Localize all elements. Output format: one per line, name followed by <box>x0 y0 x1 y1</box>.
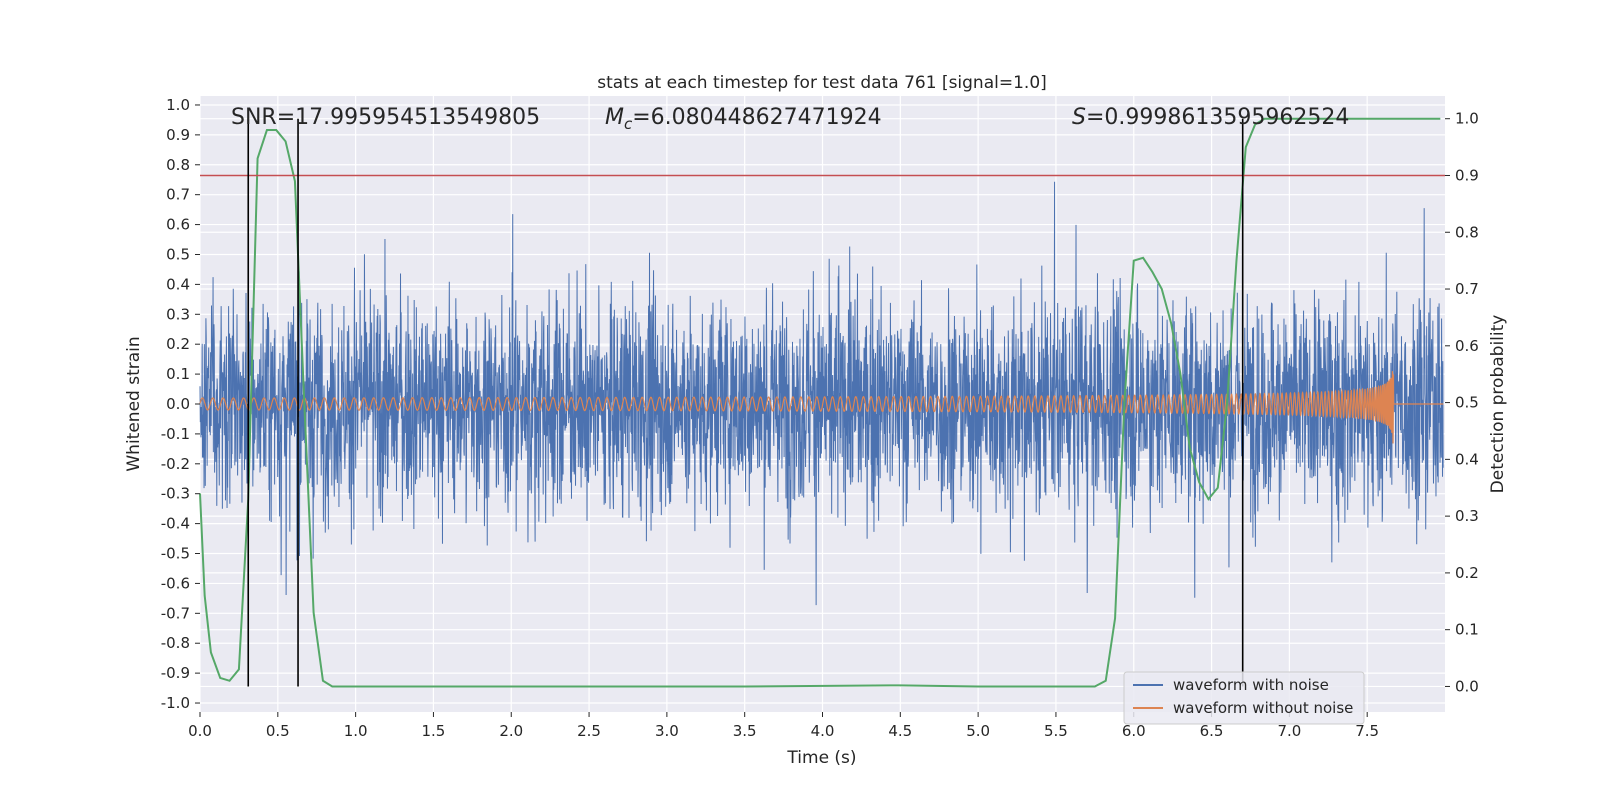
x-tick-label: 7.0 <box>1277 722 1301 740</box>
x-tick-label: 5.0 <box>966 722 990 740</box>
snr-annotation: SNR=17.995954513549805 <box>231 105 540 130</box>
y2-tick-label: 0.8 <box>1455 223 1479 241</box>
right-axis-ticks: 0.0 0.1 0.2 0.3 0.4 0.5 0.6 0.7 0.8 0.9 1.0 <box>1445 110 1479 695</box>
x-axis-label: Time (s) <box>786 748 856 768</box>
y2-tick-label: 0.5 <box>1455 394 1479 412</box>
y-tick-label: 0.2 <box>166 335 190 353</box>
y-tick-label: 0.4 <box>166 275 190 293</box>
y2-tick-label: 0.9 <box>1455 166 1479 184</box>
y2-tick-label: 0.2 <box>1455 564 1479 582</box>
probability-series <box>199 117 1441 688</box>
y2-tick-label: 0.1 <box>1455 621 1479 639</box>
y-axis-label: Whitened strain <box>124 336 144 471</box>
y-tick-label: -0.8 <box>161 634 190 652</box>
y-tick-label: -0.7 <box>161 604 190 622</box>
y-tick-label: 0.7 <box>166 186 190 204</box>
legend-label-noise: waveform with noise <box>1173 676 1329 694</box>
y-tick-label: 0.8 <box>166 156 190 174</box>
x-tick-label: 2.5 <box>577 722 601 740</box>
y-tick-label: 0.6 <box>166 216 190 234</box>
y-tick-label: -0.2 <box>161 455 190 473</box>
mc-symbol: M <box>605 105 624 130</box>
x-tick-label: 3.0 <box>655 722 679 740</box>
x-tick-label: 7.5 <box>1355 722 1379 740</box>
legend: waveform with noise waveform without noi… <box>1123 671 1365 725</box>
clean-waveform-line <box>199 371 1444 444</box>
x-axis-ticks: 0.0 0.5 1.0 1.5 2.0 2.5 3.0 3.5 4.0 4.5 5.0 5.5 6.0 6… <box>188 712 1379 740</box>
x-tick-label: 6.5 <box>1200 722 1224 740</box>
y-tick-label: 0.1 <box>166 365 190 383</box>
score-annotation: S=0.9998613595962524 <box>1072 105 1349 130</box>
x-tick-label: 1.5 <box>422 722 446 740</box>
x-tick-label: 0.5 <box>266 722 290 740</box>
chart-title: stats at each timestep for test data 761… <box>597 73 1047 93</box>
left-axis-ticks: -1.0 -0.9 -0.8 -0.7 -0.6 -0.5 -0.4 -0.3 -0.2 -0.1… <box>161 96 200 712</box>
s-symbol: S <box>1072 105 1086 130</box>
noise-waveform-line <box>199 181 1444 606</box>
s-value: =0.9998613595962524 <box>1086 105 1349 130</box>
y2-tick-label: 0.6 <box>1455 337 1479 355</box>
y2-tick-label: 1.0 <box>1455 110 1479 128</box>
y2-tick-label: 0.7 <box>1455 280 1479 298</box>
y2-tick-label: 0.0 <box>1455 677 1479 695</box>
x-tick-label: 6.0 <box>1122 722 1146 740</box>
x-tick-label: 4.5 <box>888 722 912 740</box>
chirp-mass-annotation: Mc=6.080448627471924 <box>605 105 882 133</box>
clean-series <box>199 371 1444 444</box>
x-tick-label: 2.0 <box>499 722 523 740</box>
x-tick-label: 3.5 <box>733 722 757 740</box>
detection-probability-line <box>199 117 1441 688</box>
mc-subscript: c <box>624 115 633 133</box>
x-tick-label: 1.0 <box>344 722 368 740</box>
y-tick-label: 1.0 <box>166 96 190 114</box>
x-tick-label: 0.0 <box>188 722 212 740</box>
y-tick-label: 0.0 <box>166 395 190 413</box>
y-tick-label: -0.9 <box>161 664 190 682</box>
y-tick-label: -0.1 <box>161 425 190 443</box>
noise-series <box>199 181 1444 606</box>
x-tick-label: 5.5 <box>1044 722 1068 740</box>
markers <box>200 118 1445 687</box>
y-tick-label: -0.3 <box>161 485 190 503</box>
legend-box <box>1123 671 1365 725</box>
legend-label-clean: waveform without noise <box>1173 699 1353 717</box>
y-tick-label: -0.5 <box>161 545 190 563</box>
y2-tick-label: 0.3 <box>1455 507 1479 525</box>
y2-tick-label: 0.4 <box>1455 450 1479 468</box>
y-tick-label: 0.3 <box>166 305 190 323</box>
mc-value: =6.080448627471924 <box>632 105 881 130</box>
x-tick-label: 4.0 <box>811 722 835 740</box>
y-tick-label: -1.0 <box>161 694 190 712</box>
y2-axis-label: Detection probability <box>1488 315 1508 494</box>
y-tick-label: -0.6 <box>161 574 190 592</box>
y-tick-label: -0.4 <box>161 515 190 533</box>
y-tick-label: 0.5 <box>166 245 190 263</box>
y-tick-label: 0.9 <box>166 126 190 144</box>
